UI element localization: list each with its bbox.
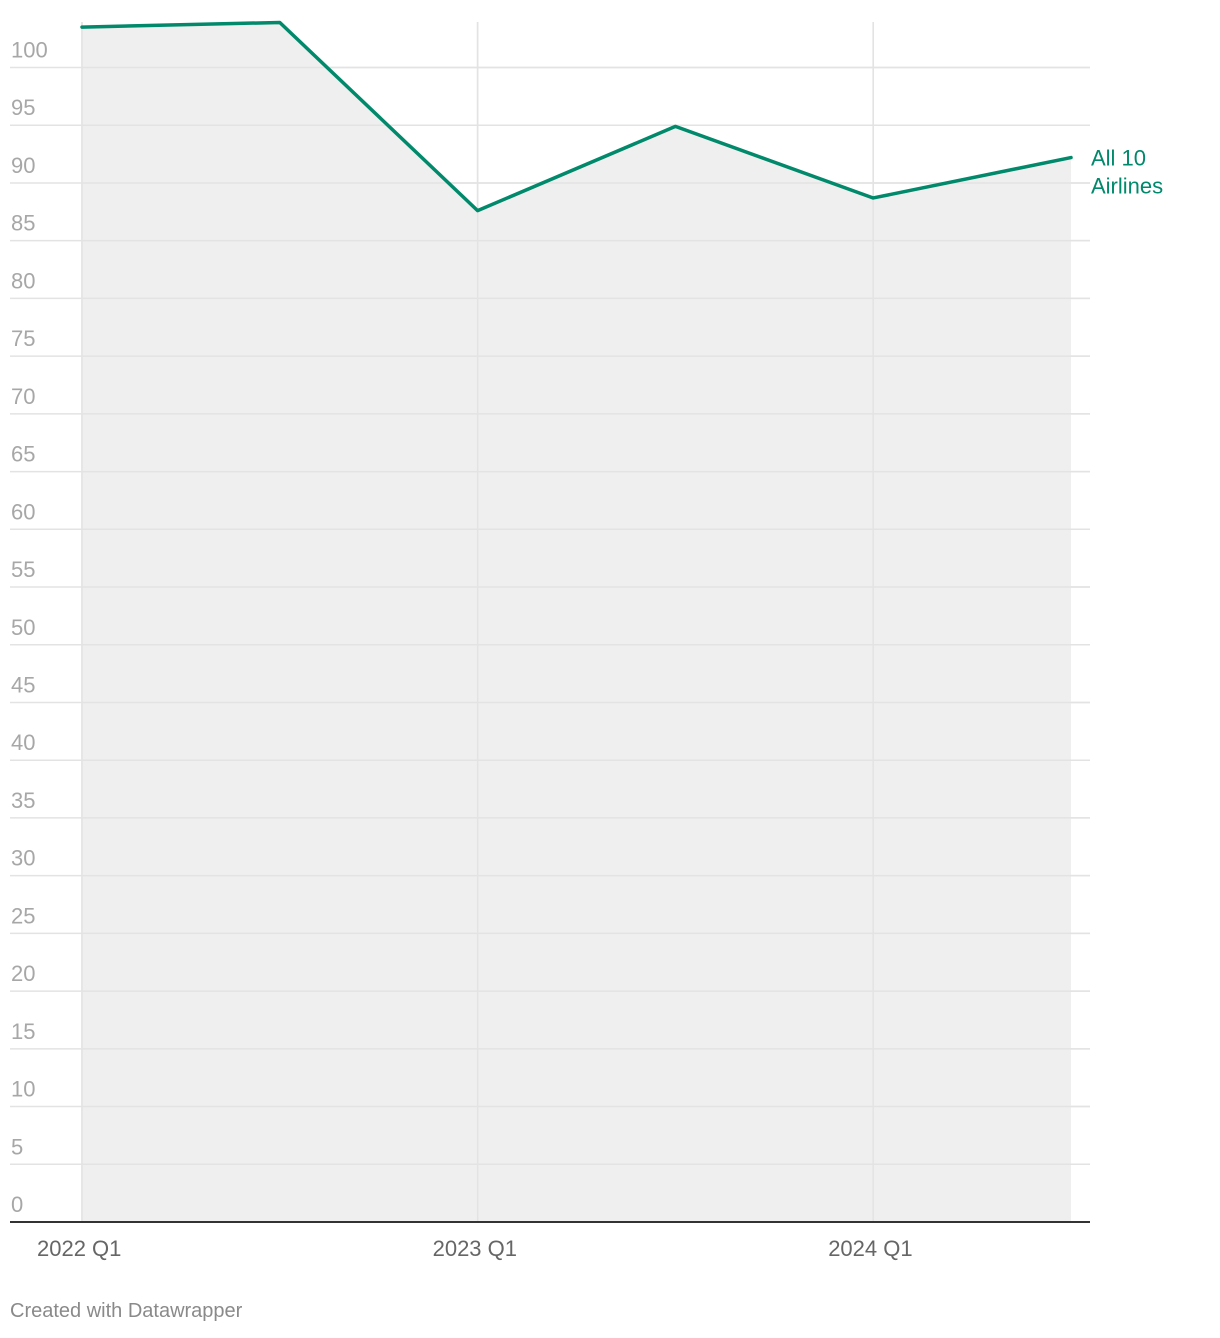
series-line-0 <box>80 20 1073 213</box>
y-tick-label-10: 10 <box>11 1077 35 1102</box>
series-label-0: All 10 Airlines <box>1091 146 1163 199</box>
area-fill <box>81 22 1090 1223</box>
y-tick-label-75: 75 <box>11 326 35 351</box>
series-labels: All 10 Airlines <box>1091 146 1163 199</box>
y-tick-label-90: 90 <box>11 153 35 178</box>
y-tick-label-30: 30 <box>11 846 35 871</box>
y-tick-label-80: 80 <box>11 268 35 293</box>
y-tick-label-25: 25 <box>11 903 35 928</box>
y-tick-label-45: 45 <box>11 672 35 697</box>
y-tick-label-40: 40 <box>11 730 35 755</box>
y-tick-label-20: 20 <box>11 961 35 986</box>
y-tick-label-95: 95 <box>11 95 35 120</box>
y-tick-label-35: 35 <box>11 788 35 813</box>
y-tick-label-50: 50 <box>11 615 35 640</box>
y-tick-label-70: 70 <box>11 384 35 409</box>
x-axis-ticks: 2022 Q1 2023 Q1 2024 Q1 <box>37 1236 913 1261</box>
chart-credit: Created with Datawrapper <box>10 1300 243 1322</box>
series-lines <box>80 20 1073 213</box>
x-tick-label-4: 2024 Q1 <box>828 1236 912 1261</box>
y-tick-label-55: 55 <box>11 557 35 582</box>
y-tick-label-100: 100 <box>11 38 48 63</box>
y-tick-label-85: 85 <box>11 211 35 236</box>
y-tick-label-0: 0 <box>11 1192 23 1217</box>
line-chart: 0 5 10 15 20 25 30 35 40 45 50 55 60 65 70 75 80 85 90 95 10… <box>10 20 1163 1261</box>
y-tick-label-65: 65 <box>11 442 35 467</box>
x-tick-label-0: 2022 Q1 <box>37 1236 121 1261</box>
y-tick-label-60: 60 <box>11 499 35 524</box>
series-area-0 <box>82 22 1071 1223</box>
y-tick-label-5: 5 <box>11 1134 23 1159</box>
y-tick-label-15: 15 <box>11 1019 35 1044</box>
y-axis-ticks: 0 5 10 15 20 25 30 35 40 45 50 55 60 65 70 75 80 85 90 95 10… <box>11 38 48 1218</box>
x-tick-label-2: 2023 Q1 <box>433 1236 517 1261</box>
